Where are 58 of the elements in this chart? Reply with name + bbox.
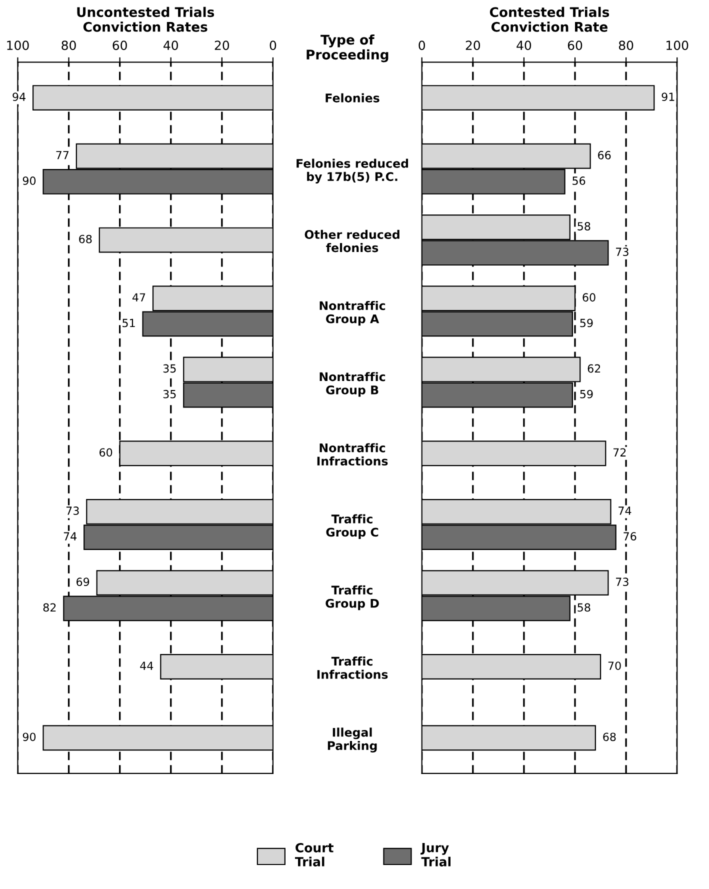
data-label: 68 <box>79 234 92 244</box>
data-label: 70 <box>608 662 621 670</box>
x-tick-label: 20 <box>466 40 480 50</box>
data-label: 73 <box>66 506 79 515</box>
data-label: 58 <box>578 222 590 230</box>
y-tick-label: Illegal Parking <box>328 728 377 752</box>
data-label: 72 <box>613 448 626 456</box>
data-label: 73 <box>616 248 628 256</box>
data-label: 74 <box>64 532 77 540</box>
data-label: 94 <box>12 92 26 102</box>
data-label: 73 <box>616 578 628 586</box>
x-tick-label: 0 <box>418 40 425 50</box>
y-tick-label: Traffic Group D <box>326 585 379 610</box>
x-tick-label: 40 <box>516 40 532 50</box>
data-label: 47 <box>132 293 146 302</box>
x-tick-label: 60 <box>568 40 582 50</box>
data-label: 51 <box>122 318 135 328</box>
y-tick-label: Traffic Group C <box>326 514 378 539</box>
x-tick-label: 100 <box>7 40 29 50</box>
legend-label: Jury Trial <box>420 843 451 866</box>
data-label: 44 <box>140 662 154 670</box>
data-label: 90 <box>22 176 36 185</box>
data-label: 69 <box>76 578 90 586</box>
legend-label: Court Trial <box>295 842 334 866</box>
data-label: 56 <box>572 176 586 185</box>
x-tick-label: 20 <box>214 40 230 50</box>
y-tick-label: Felonies <box>326 93 380 102</box>
data-label: 59 <box>580 318 593 328</box>
data-label: 60 <box>100 448 112 457</box>
data-label: 76 <box>624 532 636 541</box>
data-label: 58 <box>578 603 590 612</box>
y-tick-label: Other reduced felonies <box>304 230 400 252</box>
data-label: 66 <box>598 150 611 160</box>
data-label: 59 <box>580 390 593 398</box>
data-label: 77 <box>56 151 69 160</box>
data-label: 60 <box>582 293 596 302</box>
x-tick-label: 80 <box>62 40 76 50</box>
x-tick-label: 0 <box>270 40 276 50</box>
data-label: 74 <box>618 506 632 515</box>
data-label: 91 <box>662 92 674 102</box>
chart-title: Uncontested Trials Conviction Rates <box>77 6 214 32</box>
data-label: 90 <box>22 732 36 742</box>
chart-title: Contested Trials Conviction Rate <box>490 6 610 32</box>
y-tick-label: Traffic Infractions <box>317 656 388 679</box>
data-label: 35 <box>163 364 176 373</box>
x-tick-label: 40 <box>164 40 178 50</box>
x-tick-label: 80 <box>618 40 634 50</box>
data-label: 35 <box>163 390 176 398</box>
y-tick-label: Nontraffic Group A <box>320 300 386 326</box>
y-tick-label: Nontraffic Infractions <box>317 443 388 466</box>
x-tick-label: 100 <box>666 40 688 50</box>
data-label: 62 <box>588 364 600 373</box>
y-tick-label: Felonies reduced by 17b(5) P.C. <box>296 158 408 184</box>
x-tick-label: 60 <box>112 40 127 50</box>
data-label: 68 <box>603 732 616 742</box>
y-axis-title: Type of Proceeding <box>306 34 388 62</box>
y-tick-label: Nontraffic Group B <box>320 372 386 397</box>
data-label: 82 <box>43 603 56 612</box>
